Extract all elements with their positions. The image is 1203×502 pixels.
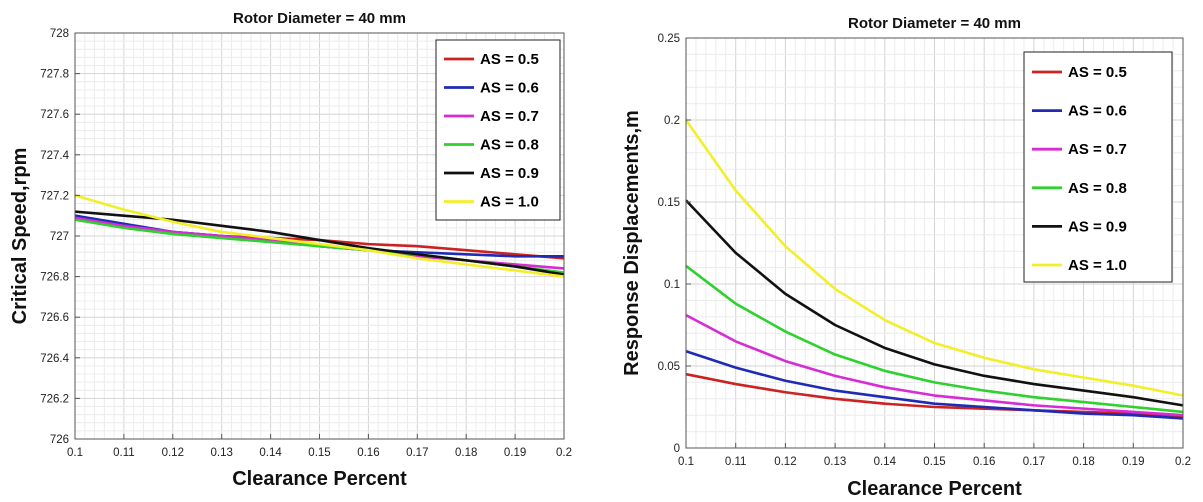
- legend-box: [1023, 51, 1173, 283]
- series-line-as-0.7: [685, 314, 1184, 417]
- series-line-as-1.0: [74, 194, 565, 278]
- y-tick-label: 0.1: [664, 279, 680, 291]
- y-tick-label: 727.6: [40, 109, 69, 121]
- y-tick-label: 727.2: [40, 190, 69, 202]
- chart-title: Rotor Diameter = 40 mm: [848, 15, 1021, 32]
- y-tick-label: 727: [50, 231, 69, 243]
- legend: AS = 0.5 AS = 0.6 AS = 0.7 AS = 0.8 AS = 0.9…: [435, 39, 561, 221]
- y-tick-label: 0: [674, 443, 680, 455]
- y-tick-label: 0.05: [658, 361, 680, 373]
- x-tick-label: 0.11: [725, 456, 747, 468]
- x-tick-label: 0.11: [113, 447, 135, 459]
- series-line-as-0.6: [685, 350, 1184, 420]
- y-tick-label: 728: [50, 28, 69, 40]
- y-tick-label: 0.2: [664, 115, 680, 127]
- y-tick-label: 727.8: [40, 69, 69, 81]
- legend-label: AS = 0.9: [1068, 218, 1127, 235]
- legend-label: AS = 0.8: [480, 137, 539, 154]
- legend-label: AS = 0.8: [1068, 180, 1127, 197]
- x-tick-label: 0.2: [1175, 456, 1191, 468]
- x-axis-label: Clearance Percent: [847, 478, 1022, 500]
- chart-1: 0.1 0.11 0.12 0.13 0.14 0.15 0.16 0.17 0.18 0.19 0…: [9, 10, 572, 490]
- y-axis-label: Response Displacements,m: [621, 110, 643, 376]
- x-tick-label: 0.12: [774, 456, 796, 468]
- legend-label: AS = 0.5: [480, 51, 539, 68]
- legend-label: AS = 0.7: [480, 108, 539, 125]
- legend-label: AS = 1.0: [1068, 257, 1127, 274]
- legend-label: AS = 0.6: [1068, 103, 1127, 120]
- y-tick-label: 726.6: [40, 312, 69, 324]
- series-line-as-0.8: [685, 264, 1184, 414]
- legend-label: AS = 1.0: [480, 194, 539, 211]
- series-line-as-1.0: [684, 119, 1184, 397]
- x-tick-label: 0.16: [973, 456, 995, 468]
- y-tick-label: 727.4: [40, 150, 69, 162]
- x-tick-label: 0.14: [259, 447, 282, 459]
- grid: [75, 33, 564, 439]
- legend-label: AS = 0.6: [480, 80, 539, 97]
- x-tick-label: 0.1: [678, 456, 694, 468]
- y-tick-label: 726.2: [40, 393, 69, 405]
- chart-title: Rotor Diameter = 40 mm: [233, 10, 406, 27]
- x-tick-label: 0.16: [357, 447, 379, 459]
- series-line-as-0.5: [685, 372, 1184, 419]
- x-tick-label: 0.1: [67, 447, 83, 459]
- y-tick-label: 0.15: [658, 197, 680, 209]
- x-tick-label: 0.15: [308, 447, 330, 459]
- series-line-as-0.9: [685, 199, 1184, 407]
- legend: AS = 0.5 AS = 0.6 AS = 0.7 AS = 0.8 AS = 0.9…: [1023, 51, 1173, 283]
- x-tick-label: 0.13: [211, 447, 233, 459]
- x-tick-label: 0.14: [874, 456, 897, 468]
- x-tick-label: 0.15: [923, 456, 945, 468]
- x-axis-label: Clearance Percent: [232, 468, 407, 490]
- y-tick-label: 726.4: [40, 353, 69, 365]
- x-tick-label: 0.2: [556, 447, 572, 459]
- x-tick-label: 0.17: [406, 447, 428, 459]
- x-tick-label: 0.13: [824, 456, 846, 468]
- x-tick-label: 0.18: [1072, 456, 1094, 468]
- legend-label: AS = 0.5: [1068, 64, 1127, 81]
- legend-label: AS = 0.9: [480, 165, 539, 182]
- x-tick-label: 0.17: [1023, 456, 1045, 468]
- y-tick-label: 0.25: [658, 33, 680, 45]
- legend-box: [435, 39, 561, 221]
- x-tick-label: 0.12: [162, 447, 184, 459]
- x-tick-label: 0.18: [455, 447, 477, 459]
- y-axis-label: Critical Speed,rpm: [9, 148, 31, 325]
- x-tick-label: 0.19: [504, 447, 526, 459]
- y-tick-label: 726: [50, 434, 69, 446]
- legend-label: AS = 0.7: [1068, 141, 1127, 158]
- chart-2: 0.1 0.11 0.12 0.13 0.14 0.15 0.16 0.17 0.18 0.19 0…: [621, 15, 1191, 500]
- x-tick-label: 0.19: [1122, 456, 1144, 468]
- y-tick-label: 726.8: [40, 272, 69, 284]
